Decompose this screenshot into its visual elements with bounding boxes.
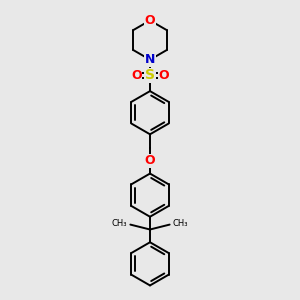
Text: CH₃: CH₃ [172, 219, 188, 228]
Text: CH₃: CH₃ [112, 219, 128, 228]
Text: O: O [131, 69, 142, 82]
Text: O: O [158, 69, 169, 82]
Text: O: O [145, 154, 155, 167]
Text: N: N [145, 53, 155, 66]
Text: O: O [145, 14, 155, 27]
Text: S: S [145, 68, 155, 83]
